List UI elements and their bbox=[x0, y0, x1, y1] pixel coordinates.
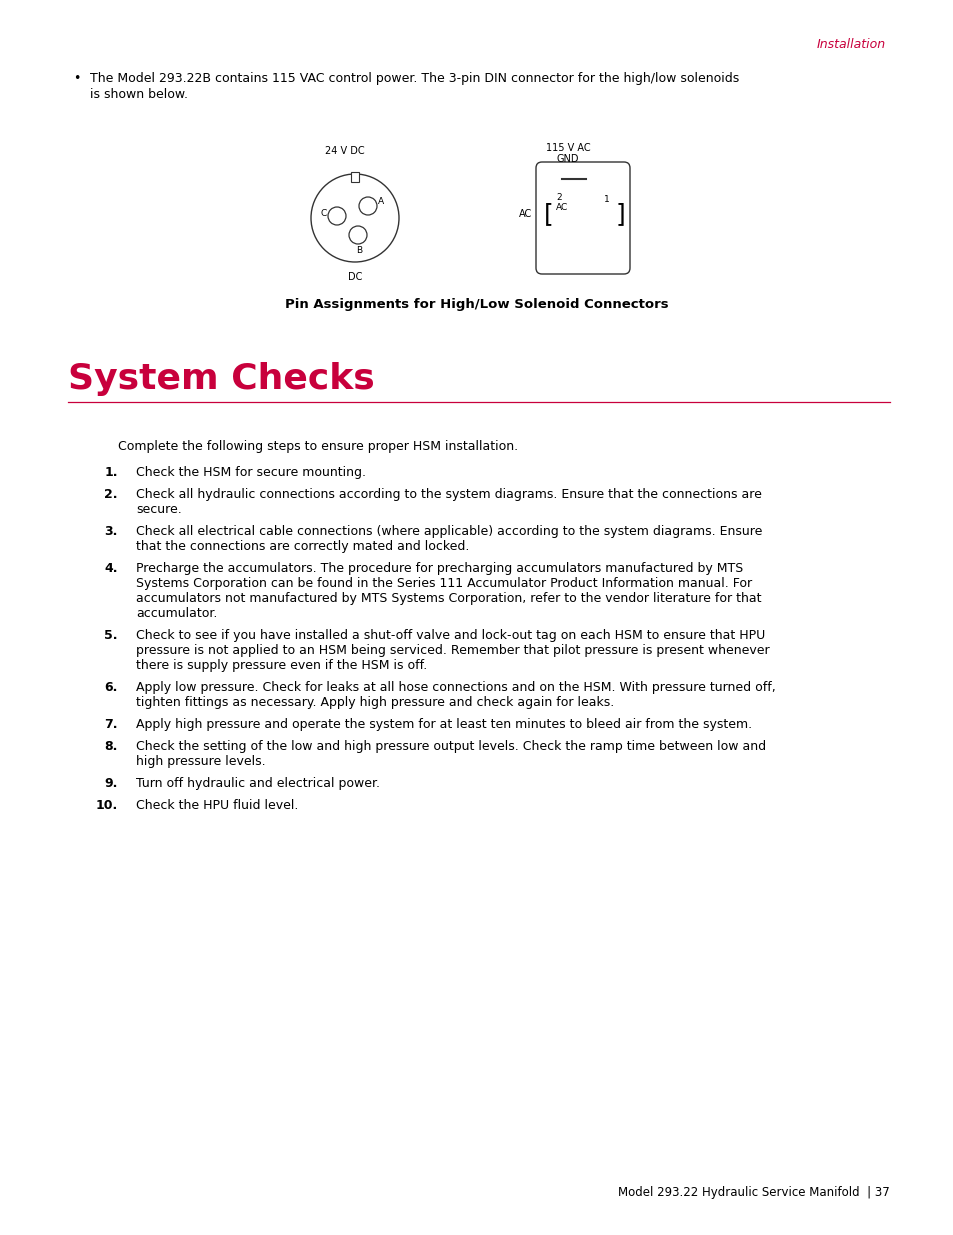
Text: Pin Assignments for High/Low Solenoid Connectors: Pin Assignments for High/Low Solenoid Co… bbox=[285, 298, 668, 311]
Text: A: A bbox=[377, 198, 384, 206]
Text: System Checks: System Checks bbox=[68, 362, 375, 396]
Text: 1: 1 bbox=[603, 195, 609, 204]
Text: Check all electrical cable connections (where applicable) according to the syste: Check all electrical cable connections (… bbox=[136, 525, 761, 553]
Text: Check to see if you have installed a shut-off valve and lock-out tag on each HSM: Check to see if you have installed a shu… bbox=[136, 629, 769, 672]
Text: Check the setting of the low and high pressure output levels. Check the ramp tim: Check the setting of the low and high pr… bbox=[136, 740, 765, 768]
Text: is shown below.: is shown below. bbox=[90, 88, 188, 101]
Text: Precharge the accumulators. The procedure for precharging accumulators manufactu: Precharge the accumulators. The procedur… bbox=[136, 562, 760, 620]
Text: The Model 293.22B contains 115 VAC control power. The 3-pin DIN connector for th: The Model 293.22B contains 115 VAC contr… bbox=[90, 72, 739, 85]
Text: 2.: 2. bbox=[105, 488, 118, 501]
Text: Apply low pressure. Check for leaks at all hose connections and on the HSM. With: Apply low pressure. Check for leaks at a… bbox=[136, 680, 775, 709]
Text: 8.: 8. bbox=[105, 740, 118, 753]
Text: DC: DC bbox=[348, 272, 362, 282]
Text: 7.: 7. bbox=[105, 718, 118, 731]
Text: 5.: 5. bbox=[105, 629, 118, 642]
Text: •: • bbox=[73, 72, 80, 85]
Text: Installation: Installation bbox=[816, 38, 885, 51]
FancyBboxPatch shape bbox=[351, 172, 358, 182]
Text: 3.: 3. bbox=[105, 525, 118, 538]
Text: Complete the following steps to ensure proper HSM installation.: Complete the following steps to ensure p… bbox=[118, 440, 517, 453]
Text: ]: ] bbox=[616, 203, 625, 226]
Text: AC: AC bbox=[518, 209, 532, 219]
Text: B: B bbox=[355, 246, 362, 254]
Text: Check all hydraulic connections according to the system diagrams. Ensure that th: Check all hydraulic connections accordin… bbox=[136, 488, 761, 516]
Text: 4.: 4. bbox=[105, 562, 118, 576]
Text: 1.: 1. bbox=[105, 466, 118, 479]
Text: AC: AC bbox=[556, 203, 568, 212]
Text: Check the HPU fluid level.: Check the HPU fluid level. bbox=[136, 799, 298, 811]
Text: GND: GND bbox=[557, 154, 578, 164]
Text: C: C bbox=[320, 209, 327, 217]
Text: 2: 2 bbox=[556, 193, 561, 203]
Text: 9.: 9. bbox=[105, 777, 118, 790]
Text: Apply high pressure and operate the system for at least ten minutes to bleed air: Apply high pressure and operate the syst… bbox=[136, 718, 751, 731]
Text: 24 V DC: 24 V DC bbox=[325, 146, 364, 156]
Text: Check the HSM for secure mounting.: Check the HSM for secure mounting. bbox=[136, 466, 366, 479]
Text: Model 293.22 Hydraulic Service Manifold  | 37: Model 293.22 Hydraulic Service Manifold … bbox=[618, 1186, 889, 1199]
Text: [: [ bbox=[543, 203, 554, 226]
Text: 115 V AC: 115 V AC bbox=[545, 143, 590, 153]
Text: Turn off hydraulic and electrical power.: Turn off hydraulic and electrical power. bbox=[136, 777, 379, 790]
Text: 10.: 10. bbox=[95, 799, 118, 811]
Text: 6.: 6. bbox=[105, 680, 118, 694]
